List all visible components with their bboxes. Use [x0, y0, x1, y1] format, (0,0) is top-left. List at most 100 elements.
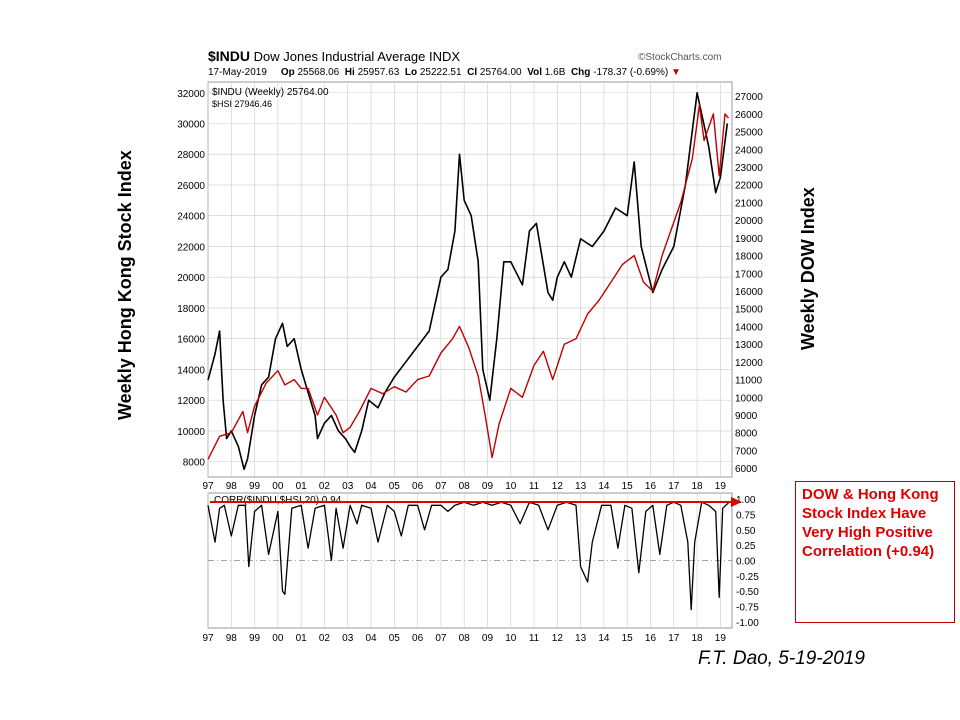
- right-tick: 23000: [735, 163, 763, 174]
- main-x-tick: 00: [272, 481, 284, 492]
- hsi-line: [207, 92, 729, 471]
- left-tick: 12000: [177, 396, 205, 407]
- right-tick: 12000: [735, 358, 763, 369]
- corr-x-tick: 02: [319, 633, 331, 644]
- hi-label: Hi: [344, 67, 355, 78]
- right-tick: 9000: [735, 411, 758, 422]
- main-x-tick: 19: [715, 481, 727, 492]
- main-x-tick: 18: [692, 481, 704, 492]
- corr-legend: CORR($INDU,$HSI,20) 0.94: [214, 495, 342, 506]
- author-credit: F.T. Dao, 5-19-2019: [698, 648, 865, 669]
- corr-x-tick: 17: [668, 633, 680, 644]
- right-tick: 7000: [735, 446, 758, 457]
- lo-label: Lo: [404, 67, 418, 78]
- corr-y-tick: 0.25: [736, 541, 756, 552]
- right-tick: 15000: [735, 305, 763, 316]
- main-x-tick: 12: [552, 481, 564, 492]
- corr-y-tick: 0.00: [736, 557, 756, 568]
- corr-line: [207, 501, 729, 611]
- symbol-label: $INDU: [208, 48, 251, 64]
- main-series: [207, 92, 730, 471]
- corr-y-tick: 1.00: [736, 495, 756, 506]
- left-tick: 14000: [177, 365, 205, 376]
- right-tick: 14000: [735, 322, 763, 333]
- cl-value: 25764.00: [479, 67, 522, 78]
- vol-value: 1.6B: [544, 67, 566, 78]
- right-tick: 24000: [735, 145, 763, 156]
- left-tick: 20000: [177, 273, 205, 284]
- main-x-tick: 09: [482, 481, 494, 492]
- corr-x-tick: 99: [249, 633, 261, 644]
- main-x-tick: 15: [622, 481, 634, 492]
- right-tick: 20000: [735, 216, 763, 227]
- corr-x-tick: 14: [598, 633, 610, 644]
- left-tick: 30000: [177, 119, 205, 130]
- right-tick: 8000: [735, 429, 758, 440]
- right-tick: 19000: [735, 234, 763, 245]
- corr-x-tick: 16: [645, 633, 657, 644]
- corr-y-tick: -0.25: [736, 572, 759, 583]
- right-tick: 18000: [735, 252, 763, 263]
- corr-x-tick: 13: [575, 633, 587, 644]
- main-x-tick: 17: [668, 481, 680, 492]
- red-arrow-head-icon: [731, 497, 742, 507]
- main-x-tick: 07: [435, 481, 447, 492]
- right-tick: 27000: [735, 92, 763, 103]
- corr-y-tick: 0.50: [736, 526, 756, 537]
- left-tick-labels: 8000 10000 12000 14000 16000 18000 20000 22000 2…: [177, 89, 205, 469]
- corr-x-tick: 18: [692, 633, 704, 644]
- down-arrow-icon: ▼: [671, 67, 681, 78]
- corr-x-tick: 04: [365, 633, 377, 644]
- chg-label: Chg: [570, 67, 591, 78]
- left-tick: 8000: [183, 458, 206, 469]
- main-x-tick: 03: [342, 481, 354, 492]
- left-tick: 10000: [177, 427, 205, 438]
- right-tick: 16000: [735, 287, 763, 298]
- left-tick: 26000: [177, 181, 205, 192]
- right-tick: 11000: [735, 376, 763, 387]
- correlation-annotation: DOW & Hong Kong Stock Index Have Very Hi…: [795, 481, 955, 623]
- corr-x-tick: 12: [552, 633, 564, 644]
- legend-hsi: $HSI 27946.46: [212, 99, 272, 109]
- source-credit: ©StockCharts.com: [638, 52, 722, 63]
- left-tick: 32000: [177, 89, 205, 100]
- date-label: 17-May-2019: [208, 67, 267, 78]
- corr-x-tick: 11: [529, 633, 540, 644]
- corr-x-tick: 19: [715, 633, 727, 644]
- corr-x-tick: 08: [459, 633, 471, 644]
- corr-y-tick-labels: 1.00 0.75 0.50 0.25 0.00 -0.25 -0.50 -0.75 -1.00: [736, 495, 759, 629]
- right-tick: 25000: [735, 128, 763, 139]
- main-x-tick: 16: [645, 481, 657, 492]
- main-x-tick: 14: [598, 481, 610, 492]
- corr-gridlines: [207, 493, 732, 628]
- main-x-tick: 05: [389, 481, 401, 492]
- dow-line: [207, 104, 730, 460]
- main-x-tick: 02: [319, 481, 331, 492]
- right-tick: 22000: [735, 181, 763, 192]
- main-x-tick: 04: [365, 481, 377, 492]
- hi-value: 25957.63: [357, 67, 400, 78]
- right-tick: 13000: [735, 340, 763, 351]
- main-x-tick: 13: [575, 481, 587, 492]
- corr-x-tick: 01: [296, 633, 308, 644]
- op-label: Op: [280, 67, 295, 78]
- corr-x-tick: 98: [226, 633, 238, 644]
- corr-x-tick: 09: [482, 633, 494, 644]
- corr-y-tick: -0.50: [736, 587, 759, 598]
- op-value: 25568.06: [297, 67, 340, 78]
- corr-x-tick-labels: 97 98 99 00 01 02 03 04 05 06 07 08 09 10 11 12 13 14 15 16…: [202, 633, 726, 644]
- main-x-tick: 08: [459, 481, 471, 492]
- ohlc-line: 17-May-2019 Op 25568.06 Hi 25957.63 Lo 2…: [208, 67, 681, 78]
- right-tick: 21000: [735, 198, 763, 209]
- main-x-tick: 98: [226, 481, 238, 492]
- chg-value: -178.37 (-0.69%): [593, 67, 669, 78]
- left-tick: 28000: [177, 150, 205, 161]
- left-tick: 16000: [177, 335, 205, 346]
- corr-x-tick: 03: [342, 633, 354, 644]
- corr-x-tick: 97: [202, 633, 214, 644]
- corr-x-tick: 05: [389, 633, 401, 644]
- corr-x-tick: 07: [435, 633, 447, 644]
- main-x-tick-labels: 97 98 99 00 01 02 03 04 05 06 07 08 09 10 11 12 13 14 15 16…: [202, 481, 726, 492]
- corr-y-tick: -1.00: [736, 618, 759, 629]
